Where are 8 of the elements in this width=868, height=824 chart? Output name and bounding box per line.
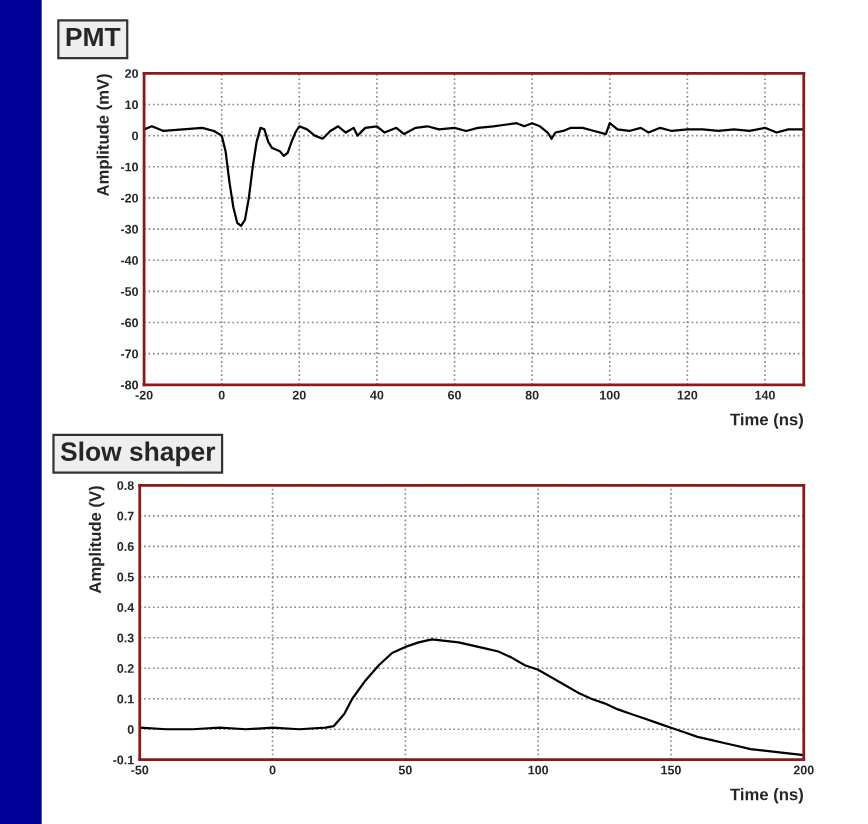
line-series	[139, 638, 804, 757]
x-axis-title: Time (ns)	[730, 788, 803, 804]
chart-title: Slow shaper	[60, 441, 216, 467]
line-series	[144, 122, 804, 228]
chart-title: PMT	[66, 27, 121, 47]
y-axis-title: Amplitude (V)	[88, 486, 105, 594]
y-axis-title: Amplitude (mV)	[96, 74, 113, 197]
x-axis-title: Time (ns)	[730, 413, 803, 429]
